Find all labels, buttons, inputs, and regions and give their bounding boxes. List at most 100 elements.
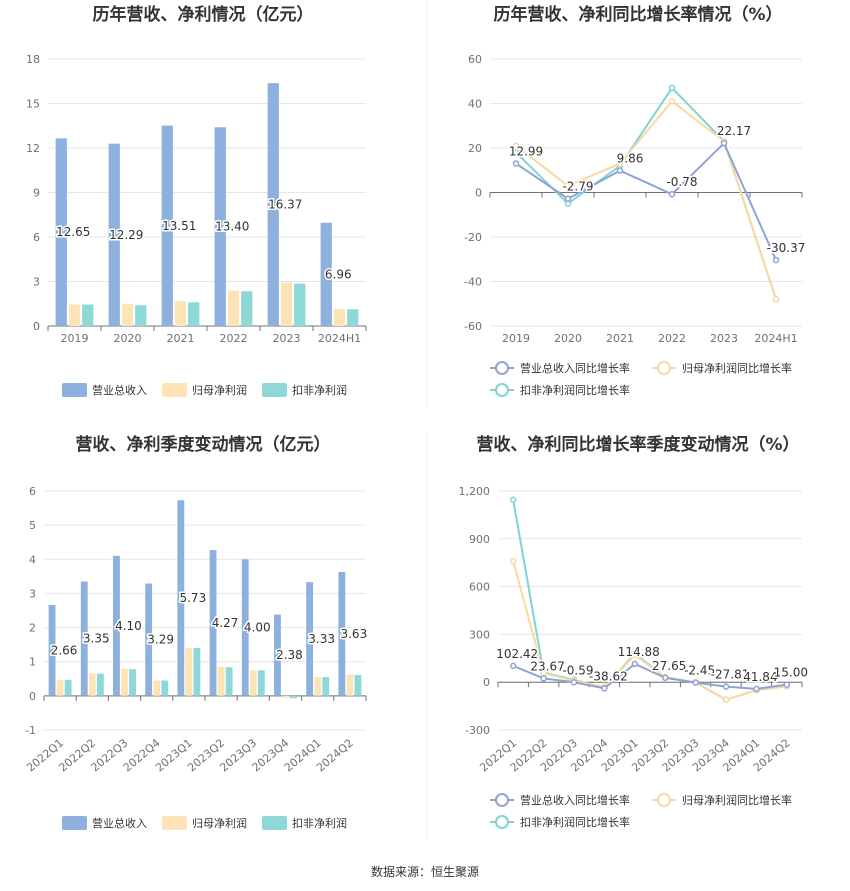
bar-net-profit (56, 679, 64, 696)
data-label: 6.96 (325, 267, 352, 281)
legend-marker (495, 383, 509, 397)
data-label: 4.00 (244, 621, 271, 635)
legend-label: 归母净利润同比增长率 (682, 793, 792, 807)
data-point (720, 139, 728, 147)
series-line-revenue-growth (512, 662, 787, 690)
bar-net-profit (121, 668, 128, 696)
chart-title: 营收、净利同比增长率季度变动情况（%） (476, 434, 799, 455)
bar-deducted-profit (193, 648, 201, 696)
bar-revenue (161, 125, 173, 326)
legend-item: 扣非净利润同比增长率 (490, 815, 630, 829)
legend-swatch (62, 816, 87, 830)
data-label: 23.67 (530, 659, 564, 673)
legend-label: 营业总收入 (92, 383, 147, 397)
legend-item: 归母净利润 (162, 383, 247, 397)
data-label: 12.29 (109, 228, 143, 242)
bar-revenue (338, 571, 346, 696)
y-tick-label: 40 (468, 98, 482, 111)
y-tick-label: 2 (29, 622, 36, 635)
bar-revenue (48, 605, 56, 696)
legend-marker (495, 361, 509, 375)
data-label: 2.66 (51, 643, 78, 657)
bar-deducted-profit (257, 670, 265, 696)
data-point (692, 679, 699, 686)
data-label: -27.81 (711, 668, 750, 682)
y-tick-label: 0 (33, 320, 40, 333)
data-point (564, 195, 572, 202)
data-label: 4.27 (212, 616, 239, 630)
legend-item: 扣非净利润同比增长率 (490, 383, 630, 397)
y-tick-label: 300 (469, 628, 490, 641)
legend-label: 营业总收入同比增长率 (520, 793, 630, 807)
bar-deducted-profit (241, 291, 253, 326)
data-label: -0.78 (666, 175, 697, 189)
data-label: 114.88 (618, 645, 660, 659)
x-tick-label: 2024H1 (318, 332, 361, 345)
data-point (772, 296, 780, 303)
y-tick-label: 1 (29, 656, 36, 669)
legend-label: 营业总收入同比增长率 (520, 361, 630, 375)
y-tick-label: -1 (25, 724, 36, 737)
legend-item: 营业总收入同比增长率 (490, 361, 630, 375)
y-tick-label: 4 (29, 553, 36, 566)
data-point (772, 256, 780, 264)
bar-deducted-profit (294, 283, 306, 326)
bar-deducted-profit (135, 305, 147, 326)
data-label: 16.37 (268, 198, 302, 212)
chart-title: 历年营收、净利同比增长率情况（%） (493, 4, 782, 25)
legend-swatch (62, 383, 87, 397)
legend-swatch (262, 816, 287, 830)
legend-marker (657, 361, 671, 375)
legend-item: 归母净利润同比增长率 (652, 793, 792, 807)
data-label: 15.00 (774, 666, 808, 680)
chart-title: 营收、净利季度变动情况（亿元） (76, 434, 331, 455)
bar-net-profit (314, 677, 322, 696)
legend-item: 营业总收入同比增长率 (490, 793, 630, 807)
data-point (631, 651, 639, 659)
data-label: 27.65 (652, 659, 686, 673)
bar-revenue (80, 581, 88, 696)
data-point (570, 679, 578, 686)
bar-deducted-profit (354, 675, 362, 696)
bar-revenue (274, 614, 281, 696)
chart-annual-amounts: 历年营收、净利情况（亿元） 0 3 6 9 12 15 18 2019 2020 2021 2022 2… (26, 4, 367, 397)
data-point (783, 681, 791, 688)
data-label: 2.38 (276, 648, 303, 662)
y-tick-label: 1,200 (459, 485, 491, 498)
bar-revenue (108, 143, 120, 326)
legend-label: 归母净利润同比增长率 (682, 361, 792, 375)
y-tick-label: 6 (33, 231, 40, 244)
y-tick-label: 20 (468, 142, 482, 155)
data-label: 12.65 (56, 225, 90, 239)
y-tick-label: -20 (464, 231, 482, 244)
bar-net-profit (227, 290, 240, 326)
legend-swatch (262, 383, 287, 397)
bar-net-profit (174, 301, 187, 326)
data-point (668, 84, 676, 92)
y-tick-label: 15 (26, 98, 40, 111)
data-point (509, 557, 517, 565)
bar-net-profit (68, 304, 81, 326)
data-point (722, 696, 730, 703)
data-point (509, 662, 517, 670)
x-tick-label: 2019 (61, 332, 89, 345)
data-point (512, 160, 520, 167)
y-tick-label: 0 (29, 690, 36, 703)
data-label: 102.42 (496, 647, 538, 661)
data-label: -2.79 (562, 180, 593, 194)
y-tick-label: 60 (468, 53, 482, 66)
data-point (564, 182, 572, 190)
data-point (512, 149, 520, 156)
data-point (722, 683, 730, 690)
bar-revenue (55, 138, 67, 326)
legend-label: 扣非净利润 (292, 816, 347, 830)
y-tick-label: 6 (29, 485, 36, 498)
legend-marker (495, 815, 509, 829)
x-tick-label: 2020 (114, 332, 142, 345)
legend-label: 营业总收入 (92, 816, 147, 830)
legend-label: 扣非净利润 (292, 383, 347, 397)
bar-deducted-profit (188, 302, 200, 326)
data-label: -0.59 (562, 663, 593, 677)
data-source-footer: 数据来源：恒生聚源 (371, 864, 479, 879)
